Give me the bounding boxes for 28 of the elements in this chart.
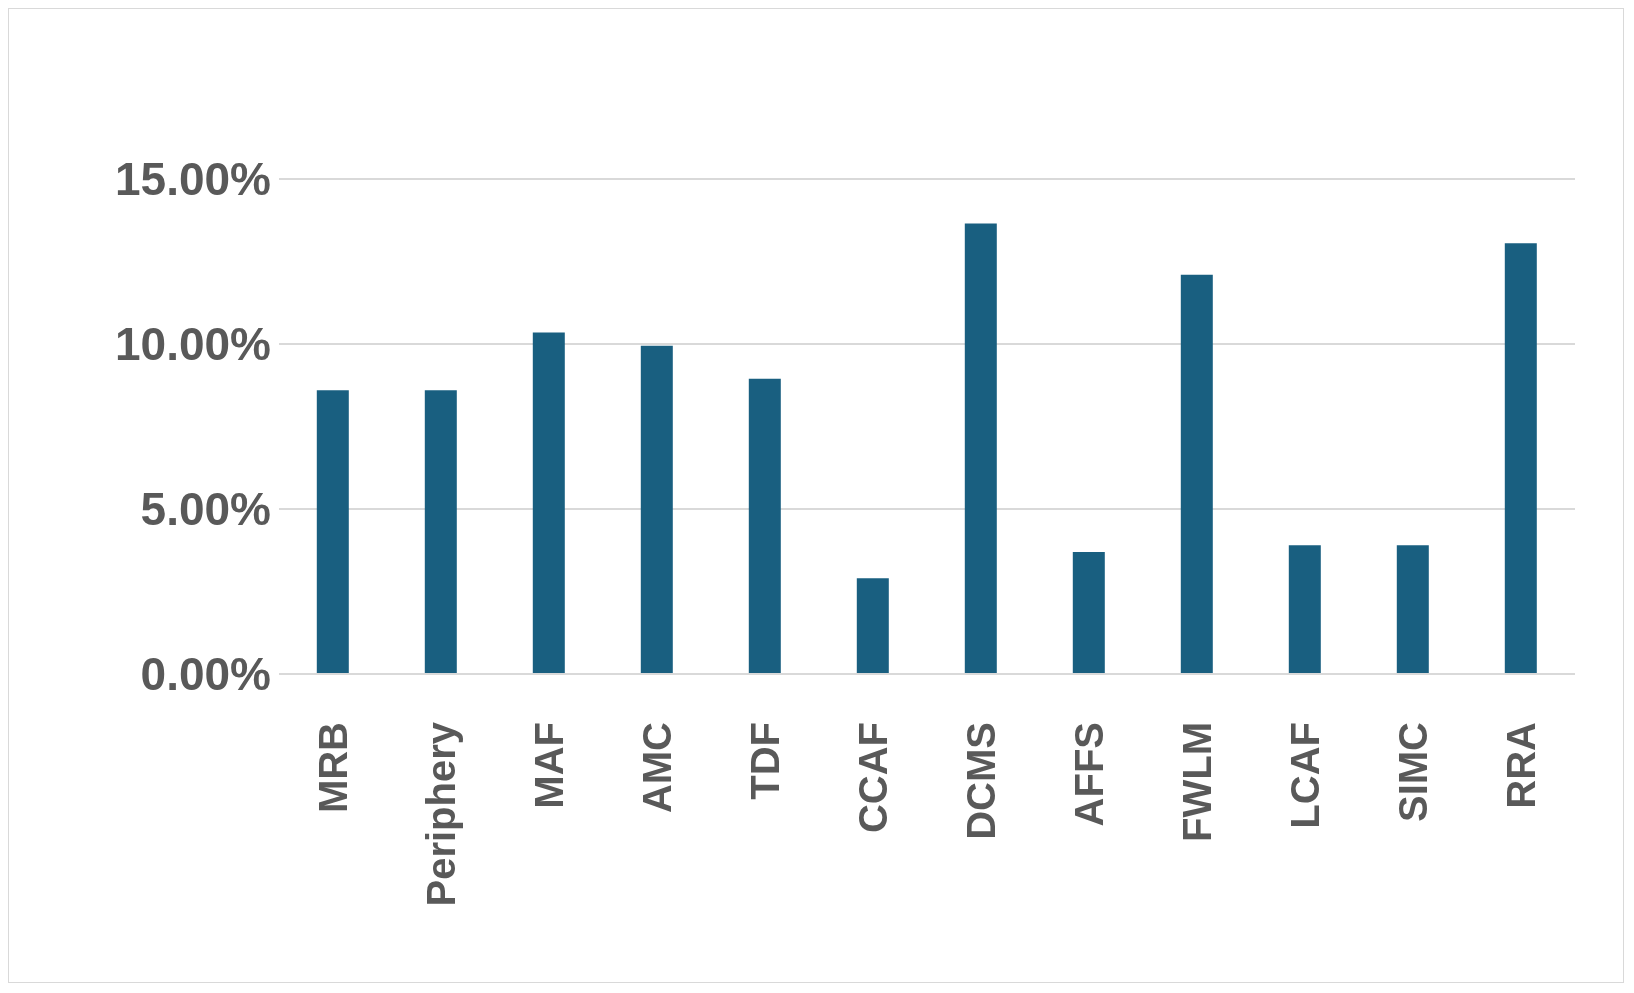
y-tick-label: 0.00% [140, 648, 271, 701]
x-tick-label: TDF [743, 722, 787, 800]
x-tick-label: FWLM [1175, 722, 1219, 842]
x-tick-label: AFFS [1067, 722, 1111, 827]
bar [1288, 545, 1321, 674]
y-tick-label: 15.00% [114, 153, 271, 206]
x-tick-label: MAF [527, 722, 571, 809]
bar [856, 578, 889, 674]
bar [1180, 274, 1213, 674]
bar [532, 332, 565, 674]
y-tick-label: 10.00% [114, 318, 271, 371]
bar [316, 390, 349, 674]
bar [1072, 551, 1105, 674]
x-tick-label: DCMS [959, 722, 1003, 840]
x-tick-label: CCAF [851, 722, 895, 834]
x-tick-label: RRA [1499, 722, 1543, 809]
bar [748, 378, 781, 674]
bar [1396, 545, 1429, 674]
bar [640, 345, 673, 674]
y-tick-label: 5.00% [140, 483, 271, 536]
x-tick-label: AMC [635, 722, 679, 814]
x-tick-label: LCAF [1283, 722, 1327, 829]
bar [1504, 243, 1537, 674]
x-tick-label: Periphery [419, 721, 463, 907]
x-tick-label: MRB [311, 722, 355, 814]
x-tick-label: SIMC [1391, 722, 1435, 822]
bar [964, 223, 997, 674]
bar [424, 390, 457, 674]
